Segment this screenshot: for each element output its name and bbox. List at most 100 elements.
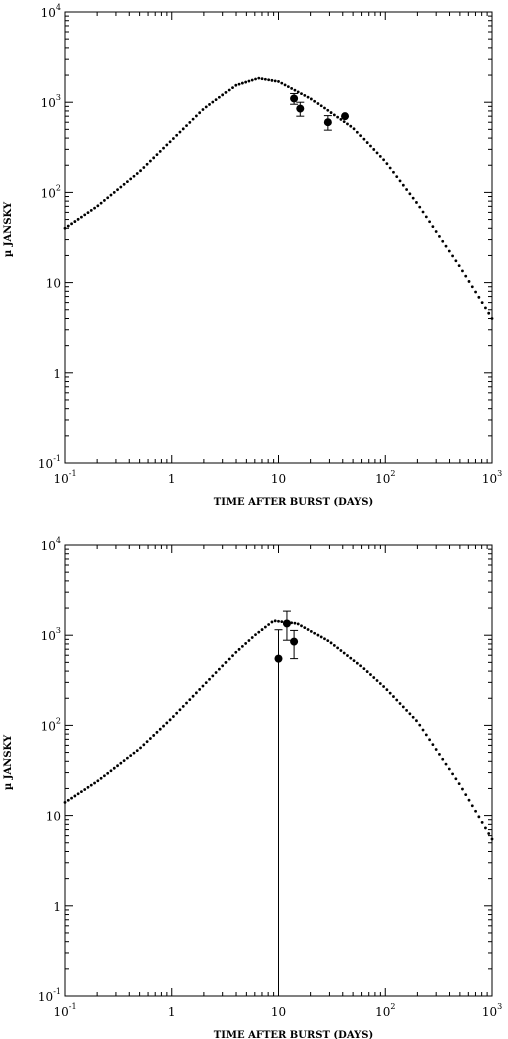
- model-curve-dot: [73, 794, 77, 798]
- model-curve-dot: [447, 767, 451, 771]
- model-curve-dot: [428, 220, 431, 224]
- y-tick-base: 10: [38, 457, 53, 471]
- model-curve-dot: [106, 196, 110, 200]
- model-curve-dot: [398, 179, 402, 183]
- model-curve-dot: [306, 95, 310, 99]
- model-curve-dot: [378, 682, 382, 685]
- model-curve-dot: [103, 774, 106, 778]
- model-curve-dot: [303, 626, 307, 630]
- y-tick-base: 10: [38, 990, 53, 1004]
- model-curve-dot: [89, 208, 93, 212]
- model-curve-dot: [349, 124, 353, 128]
- model-curve-dot: [270, 620, 274, 624]
- model-curve-dot: [388, 166, 392, 170]
- model-curve-dot: [175, 711, 179, 715]
- model-curve-dot: [303, 93, 307, 97]
- y-tick-label: 104: [41, 3, 61, 20]
- data-point: [341, 112, 350, 121]
- x-tick-exponent: -1: [69, 1002, 77, 1011]
- model-curve-dot: [103, 199, 106, 202]
- x-axis-label: TIME AFTER BURST (DAYS): [214, 497, 373, 508]
- y-axis-label: µ JANSKY: [3, 201, 14, 257]
- model-curve-dot: [260, 628, 264, 631]
- model-curve-dot: [454, 259, 458, 263]
- model-curve-dot: [336, 646, 340, 650]
- model-curve-dot: [89, 783, 93, 787]
- model-curve-dot: [385, 688, 389, 692]
- data-point: [290, 637, 299, 646]
- model-curve-dot: [362, 137, 366, 141]
- model-curve-dot: [359, 664, 363, 668]
- y-tick-label: 104: [41, 536, 61, 553]
- model-curve-dot: [257, 630, 261, 634]
- model-curve-dot: [273, 79, 277, 83]
- x-tick-label: 1: [168, 1005, 176, 1019]
- model-curve-dot: [126, 180, 129, 184]
- model-curve-dot: [392, 695, 395, 698]
- model-curve-dot: [484, 306, 487, 310]
- model-curve-dot: [424, 215, 428, 219]
- y-tick-label: 10-1: [38, 987, 61, 1004]
- model-curve-dot: [135, 749, 139, 753]
- model-curve-dot: [178, 708, 182, 712]
- model-curve-dot: [316, 633, 320, 637]
- model-curve-dot: [309, 97, 313, 101]
- y-tick-base: 10: [41, 6, 56, 20]
- x-tick-exponent: 3: [497, 469, 502, 478]
- model-curve-dot: [467, 798, 471, 802]
- model-curve-dot: [401, 705, 405, 709]
- data-point: [296, 104, 305, 113]
- data-point: [282, 619, 291, 628]
- data-point: [274, 654, 283, 663]
- model-curve-dot: [139, 746, 142, 750]
- model-curve-dot: [260, 77, 264, 81]
- model-curve-dot: [438, 753, 441, 756]
- y-tick-base: 10: [41, 629, 56, 643]
- model-curve-dot: [254, 77, 257, 81]
- model-curve-dot: [132, 751, 136, 755]
- model-curve-dot: [451, 772, 454, 776]
- model-curve-dot: [76, 217, 80, 221]
- model-curve-dot: [339, 117, 343, 121]
- model-curve-dot: [424, 733, 428, 737]
- model-curve-dot: [171, 715, 175, 718]
- model-curve-dot: [139, 169, 142, 173]
- model-curve-dot: [313, 99, 317, 103]
- model-curve-dot: [392, 170, 395, 174]
- model-curve-dot: [221, 664, 225, 668]
- x-tick-exponent: 2: [390, 469, 395, 478]
- model-curve-dot: [408, 192, 412, 196]
- x-tick-base: 10: [482, 1005, 497, 1019]
- y-tick-exponent: 2: [56, 716, 61, 725]
- x-tick-label: 10: [271, 1005, 286, 1019]
- model-curve-dot: [273, 619, 277, 623]
- model-curve-dot: [323, 637, 326, 641]
- y-tick-exponent: -1: [53, 454, 61, 463]
- model-curve-dot: [162, 724, 165, 728]
- model-curve-dot: [250, 636, 254, 639]
- model-curve-dot: [73, 220, 77, 223]
- model-curve-dot: [484, 826, 487, 830]
- model-curve-dot: [411, 715, 415, 719]
- model-curve-dot: [240, 644, 244, 648]
- model-curve-dot: [375, 151, 379, 155]
- y-tick-exponent: 3: [56, 626, 61, 635]
- x-tick-label: 102: [375, 1002, 395, 1019]
- y-tick-exponent: 4: [56, 3, 61, 12]
- model-curve-dot: [191, 117, 195, 121]
- model-curve-dot: [487, 832, 491, 835]
- model-curve-dot: [116, 188, 119, 192]
- model-curve-dot: [405, 188, 408, 191]
- x-tick-base: 10: [482, 472, 497, 486]
- model-curve-dot: [86, 785, 90, 789]
- model-curve-dot: [129, 754, 133, 758]
- model-curve-dot: [80, 790, 83, 794]
- y-tick-label: 10: [46, 810, 61, 824]
- model-curve-dot: [359, 134, 363, 138]
- model-curve-dot: [293, 88, 297, 92]
- model-curve-dot: [293, 621, 297, 625]
- model-curve-dot: [316, 102, 320, 105]
- x-tick-label: 103: [482, 1002, 502, 1019]
- y-tick-base: 10: [41, 186, 56, 200]
- model-curve-dot: [477, 815, 481, 819]
